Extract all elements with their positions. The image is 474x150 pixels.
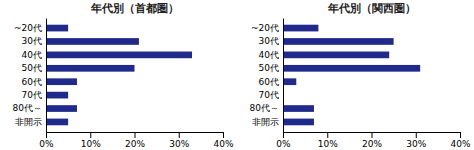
bar	[46, 78, 77, 85]
axis-line	[46, 19, 47, 133]
category-label: 80代～	[13, 103, 42, 113]
category-tick: 50代	[22, 63, 46, 73]
bar	[46, 38, 139, 45]
bar	[283, 105, 314, 112]
tick-mark	[372, 132, 373, 138]
tick: 40%	[213, 132, 233, 149]
category-axis: ~20代 30代 40代 50代 60代 70代 80代～ 非開示	[13, 19, 47, 133]
category-label: 60代	[22, 77, 42, 87]
tick: 20%	[125, 132, 145, 149]
bar	[46, 52, 192, 59]
tick: 10%	[81, 132, 101, 149]
category-label: 30代	[22, 36, 42, 46]
tick-label: 20%	[362, 139, 382, 149]
category-tick: 50代	[259, 63, 283, 73]
category-label: 50代	[22, 63, 42, 73]
category-label: 80代～	[250, 103, 279, 113]
category-tick: 40代	[259, 50, 283, 60]
category-label: 非開示	[252, 117, 279, 127]
tick-label: 30%	[406, 139, 426, 149]
tick-label: 0%	[276, 139, 291, 149]
category-tick: 80代～	[250, 103, 283, 113]
category-tick: 非開示	[15, 117, 46, 127]
tick: 0%	[276, 132, 291, 149]
category-tick: 30代	[22, 36, 46, 46]
category-tick: 60代	[22, 77, 46, 87]
bars	[283, 25, 420, 126]
tick-mark	[416, 132, 417, 138]
bars	[46, 25, 192, 126]
tick-label: 10%	[81, 139, 101, 149]
panel: 0% 10% 20% 30% 40% ~20代 30代 40代 50代 60代 70代 80代～ 非開示…	[250, 2, 471, 149]
value-axis: 0% 10% 20% 30% 40%	[39, 132, 234, 149]
bar	[283, 38, 394, 45]
bar	[283, 25, 318, 32]
tick: 0%	[39, 132, 54, 149]
bar	[283, 65, 420, 72]
tick: 40%	[450, 132, 470, 149]
bar	[283, 78, 296, 85]
category-tick: 80代～	[13, 103, 46, 113]
tick-label: 10%	[318, 139, 338, 149]
category-axis: ~20代 30代 40代 50代 60代 70代 80代～ 非開示	[250, 19, 284, 133]
category-tick: 70代	[22, 90, 46, 100]
tick-mark	[46, 132, 47, 138]
tick-label: 20%	[125, 139, 145, 149]
tick-mark	[179, 132, 180, 138]
bar	[46, 105, 77, 112]
category-label: 30代	[259, 36, 279, 46]
title: 年代別（関西圏）	[327, 2, 416, 15]
tick-mark	[223, 132, 224, 138]
category-label: 50代	[259, 63, 279, 73]
bar	[46, 119, 68, 126]
axis-line	[283, 19, 284, 133]
category-label: 70代	[22, 90, 42, 100]
category-tick: 非開示	[252, 117, 283, 127]
tick-mark	[327, 132, 328, 138]
bar	[46, 25, 68, 32]
value-axis: 0% 10% 20% 30% 40%	[276, 132, 471, 149]
category-label: 70代	[259, 90, 279, 100]
category-tick: ~20代	[14, 23, 46, 33]
tick: 10%	[318, 132, 338, 149]
tick-label: 40%	[213, 139, 233, 149]
category-label: 60代	[259, 77, 279, 87]
category-tick: ~20代	[251, 23, 283, 33]
tick-mark	[90, 132, 91, 138]
category-label: ~20代	[251, 23, 279, 33]
panel: 0% 10% 20% 30% 40% ~20代 30代 40代 50代 60代 70代 80代～ 非開示…	[13, 2, 234, 149]
title: 年代別（首都圏）	[90, 2, 179, 15]
bar	[46, 92, 68, 99]
category-tick: 30代	[259, 36, 283, 46]
category-tick: 60代	[259, 77, 283, 87]
tick-label: 30%	[169, 139, 189, 149]
category-label: 非開示	[15, 117, 42, 127]
tick-mark	[460, 132, 461, 138]
category-tick: 70代	[259, 90, 283, 100]
chart-svg: 0% 10% 20% 30% 40% ~20代 30代 40代 50代 60代 70代 80代～ 非開示…	[0, 0, 474, 150]
category-label: 40代	[22, 50, 42, 60]
bar	[46, 65, 135, 72]
category-label: ~20代	[14, 23, 42, 33]
bar	[283, 52, 389, 59]
tick-label: 40%	[450, 139, 470, 149]
tick-mark	[135, 132, 136, 138]
tick: 30%	[406, 132, 426, 149]
tick-mark	[283, 132, 284, 138]
tick: 30%	[169, 132, 189, 149]
bar	[283, 119, 314, 126]
category-tick: 40代	[22, 50, 46, 60]
category-label: 40代	[259, 50, 279, 60]
tick: 20%	[362, 132, 382, 149]
tick-label: 0%	[39, 139, 54, 149]
